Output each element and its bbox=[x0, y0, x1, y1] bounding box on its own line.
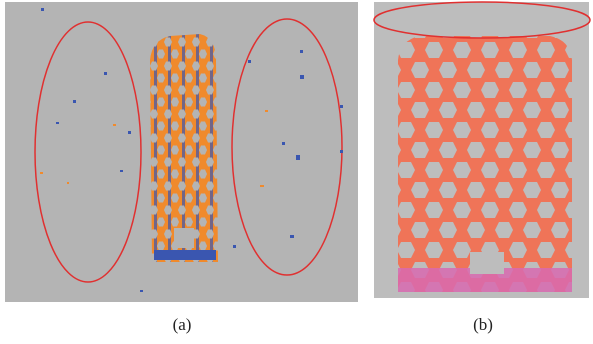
noise-point bbox=[260, 185, 264, 187]
noise-point bbox=[282, 142, 285, 145]
noise-point bbox=[41, 8, 44, 11]
noise-point bbox=[73, 100, 76, 103]
noise-point bbox=[128, 131, 131, 134]
noise-point bbox=[340, 150, 343, 153]
tower-base bbox=[154, 250, 216, 260]
panel-a bbox=[5, 2, 358, 302]
noise-point bbox=[56, 122, 59, 124]
noise-point bbox=[300, 50, 303, 53]
noise-point bbox=[248, 60, 251, 63]
noise-point bbox=[265, 110, 268, 112]
noise-point bbox=[233, 245, 236, 248]
noise-point bbox=[40, 172, 43, 174]
point-cloud-tower bbox=[150, 34, 218, 262]
noise-point bbox=[113, 124, 116, 126]
noise-point bbox=[104, 72, 107, 75]
panel-b bbox=[374, 2, 590, 298]
tower-door bbox=[174, 228, 194, 248]
noise-point bbox=[140, 290, 143, 292]
noise-point bbox=[296, 155, 300, 160]
figure: (a) (b) bbox=[0, 0, 593, 344]
noise-point bbox=[290, 235, 294, 238]
noise-point bbox=[120, 170, 123, 172]
page: Figure {"figure": {"panels": [{"caption"… bbox=[0, 0, 593, 344]
caption: (b) bbox=[473, 315, 493, 334]
caption: (a) bbox=[173, 315, 192, 334]
noise-point bbox=[340, 105, 343, 108]
noise-point bbox=[67, 182, 69, 184]
noise-point bbox=[300, 75, 304, 79]
tower-door bbox=[470, 252, 504, 274]
page-body: (a) (b) (() => { const data = JSON.parse… bbox=[0, 0, 593, 344]
